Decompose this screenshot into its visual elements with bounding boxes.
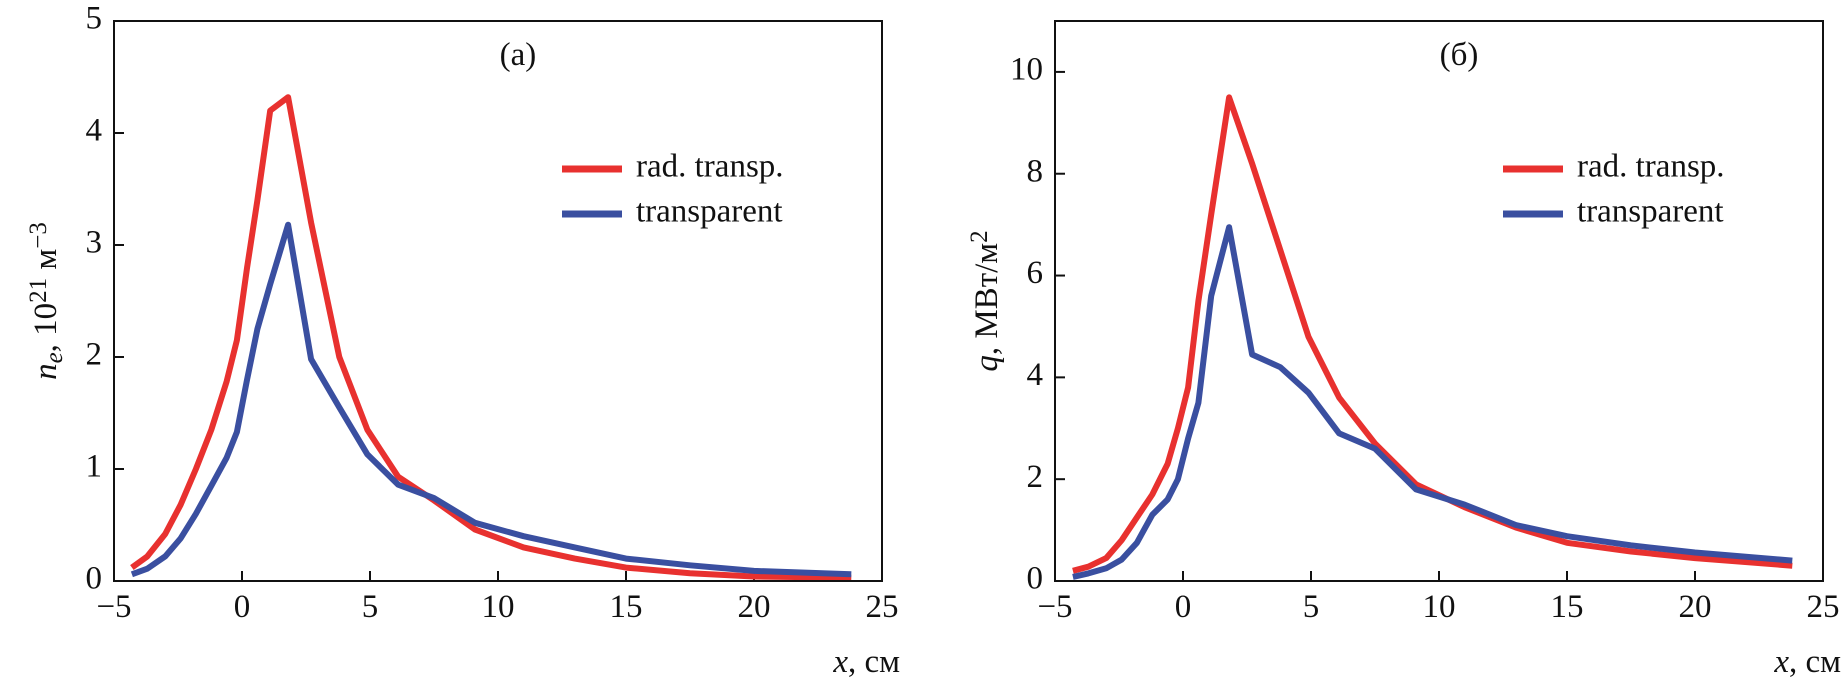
- legend-label: rad. transp.: [1577, 149, 1725, 185]
- x-tick-label: 20: [1679, 589, 1712, 625]
- y-tick-label: 1: [86, 449, 103, 485]
- legend-label: transparent: [1577, 194, 1724, 230]
- panel-label: (a): [500, 37, 537, 73]
- x-tick-label: −5: [96, 589, 131, 625]
- x-tick-label: −5: [1037, 589, 1072, 625]
- x-tick-label: 0: [1175, 589, 1192, 625]
- y-tick-label: 8: [1027, 153, 1044, 189]
- y-tick-label: 10: [1010, 51, 1043, 87]
- data-line: [1072, 224, 1793, 580]
- y-tick-label: 4: [86, 113, 103, 149]
- x-tick-label: 5: [362, 589, 379, 625]
- y-tick-label: 4: [1027, 357, 1044, 393]
- plot-frame: [1054, 20, 1824, 582]
- y-tick-label: 6: [1027, 255, 1044, 291]
- panel-label: (б): [1440, 37, 1479, 73]
- x-tick-label: 25: [866, 589, 899, 625]
- y-axis-label-part: −3: [25, 222, 52, 249]
- x-axis-label-part: x: [1773, 644, 1789, 680]
- legend-label: transparent: [636, 194, 783, 230]
- y-axis-label: ne, 1021 м−3: [25, 222, 68, 380]
- x-axis-label-part: , см: [1789, 644, 1841, 680]
- legend-label: rad. transp.: [636, 149, 784, 185]
- x-axis-label: x, см: [1773, 644, 1841, 680]
- y-axis-label-part: , 10: [28, 303, 64, 353]
- y-tick-label: 0: [1027, 561, 1044, 597]
- y-tick-label: 5: [86, 1, 103, 37]
- x-tick-label: 0: [234, 589, 251, 625]
- x-axis-label: x, см: [832, 644, 900, 680]
- plot-frame: [113, 20, 883, 582]
- y-axis-label-part: q: [969, 355, 1005, 372]
- y-axis-label-part: 21: [25, 278, 52, 303]
- x-tick-label: 10: [482, 589, 515, 625]
- x-tick-label: 15: [610, 589, 643, 625]
- data-line: [130, 221, 852, 578]
- y-axis-label-part: м: [28, 249, 64, 278]
- y-tick-label: 0: [86, 561, 103, 597]
- y-tick-label: 3: [86, 225, 103, 261]
- data-line: [1072, 94, 1793, 574]
- x-tick-label: 20: [738, 589, 771, 625]
- y-tick-label: 2: [86, 337, 103, 373]
- y-axis-label: q, МВт/м2: [966, 230, 1005, 371]
- x-tick-label: 5: [1303, 589, 1320, 625]
- x-tick-label: 25: [1807, 589, 1840, 625]
- y-axis-label-part: n: [28, 363, 64, 380]
- y-tick-label: 2: [1027, 459, 1044, 495]
- y-axis-label-part: , МВт/м: [969, 243, 1005, 355]
- y-axis-label-part: e: [41, 352, 68, 363]
- x-tick-label: 15: [1551, 589, 1584, 625]
- x-axis-label-part: x: [832, 644, 848, 680]
- x-axis-label-part: , см: [848, 644, 900, 680]
- data-line: [130, 94, 852, 581]
- y-axis-label-part: 2: [966, 230, 993, 243]
- x-tick-label: 10: [1423, 589, 1456, 625]
